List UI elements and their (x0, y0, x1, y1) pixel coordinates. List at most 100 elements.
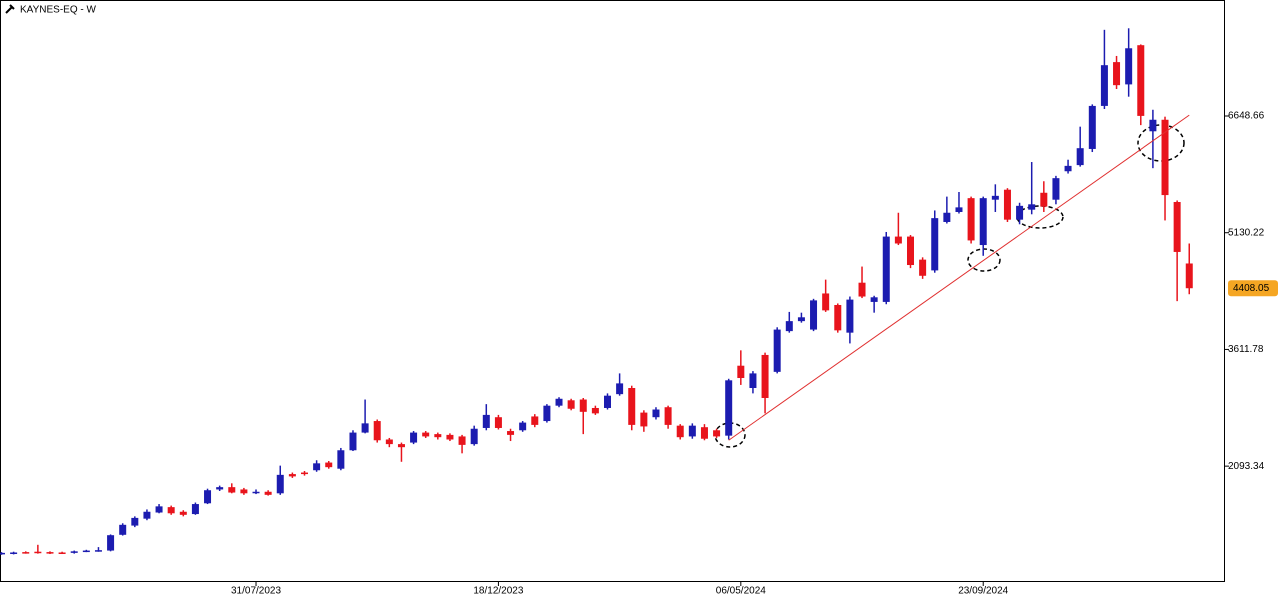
candle-body (894, 236, 902, 244)
candle-body (337, 450, 345, 469)
candle-body (301, 472, 308, 475)
candle-body (204, 490, 212, 504)
symbol-icon (5, 4, 15, 14)
candle-body (470, 428, 478, 445)
candle-body (1028, 204, 1036, 210)
candle-body (179, 511, 187, 515)
last-price-label: 4408.05 (1233, 283, 1270, 294)
candle-body (22, 552, 30, 554)
trendline (728, 114, 1190, 441)
plot-frame (0, 0, 1225, 582)
candle-body (616, 383, 624, 395)
chart-title: KAYNES-EQ - W (20, 5, 96, 16)
candle-body (907, 236, 914, 266)
candle-body (531, 416, 539, 425)
highlight-circle (967, 248, 1001, 272)
candle-body (264, 491, 272, 495)
candle-body (228, 487, 236, 493)
candle-body (313, 463, 321, 471)
candle-body (397, 444, 405, 448)
candle-body (1137, 45, 1145, 116)
candle-body (46, 552, 54, 554)
candle-body (1173, 201, 1181, 252)
candle-body (567, 400, 575, 409)
candle-body (446, 434, 454, 440)
candle-body (688, 425, 696, 437)
candle-body (0, 552, 5, 555)
candle-body (1125, 48, 1133, 85)
candle-body (543, 405, 551, 422)
candle-body (288, 474, 296, 477)
candle-body (931, 218, 939, 271)
candle-body (70, 551, 78, 553)
last-price-box (1228, 280, 1278, 297)
candle-body (422, 432, 430, 437)
y-tick-label: 5130.22 (1228, 227, 1265, 238)
x-tick-label: 06/05/2024 (716, 586, 766, 597)
candle-body (1185, 263, 1193, 289)
candle-body (640, 412, 648, 427)
candle-body (1161, 119, 1169, 196)
candle-body (834, 304, 842, 331)
candle-body (191, 504, 199, 515)
candle-body (676, 425, 684, 438)
candle-body (240, 489, 248, 494)
candle-body (749, 373, 757, 388)
candle-body (1003, 189, 1011, 220)
candle-body (870, 297, 878, 302)
x-tick-label: 18/12/2023 (473, 586, 523, 597)
candle-body (700, 427, 708, 439)
candle-body (579, 399, 587, 412)
candle-body (276, 474, 284, 494)
candle-body (143, 511, 151, 519)
candle-body (494, 417, 502, 428)
candle-body (797, 317, 805, 322)
candle-body (410, 432, 418, 443)
candle-body (1052, 178, 1060, 200)
candle-body (991, 195, 999, 200)
candle-body (555, 398, 563, 406)
candle-body (155, 506, 163, 513)
candle-body (119, 524, 127, 535)
candle-body (252, 491, 260, 494)
candle-body (652, 409, 660, 418)
candle-body (325, 462, 333, 468)
candle-body (773, 329, 781, 372)
candle-body (810, 300, 818, 330)
candle-body (482, 414, 490, 428)
candle-body (349, 432, 357, 451)
y-tick-label: 2093.34 (1228, 461, 1265, 472)
candle-body (1113, 62, 1121, 86)
candle-body (858, 282, 866, 297)
candle-body (385, 439, 393, 445)
candle-body (822, 293, 830, 311)
candle-body (943, 212, 951, 222)
highlight-circle (1016, 205, 1064, 229)
candle-body (10, 552, 18, 554)
candle-body (979, 198, 987, 246)
candle-body (507, 431, 515, 435)
candle-body (167, 507, 175, 514)
candle-body (1016, 205, 1024, 220)
candle-body (713, 430, 721, 437)
candle-body (82, 550, 90, 553)
candle-body (737, 365, 745, 379)
candle-body (761, 354, 769, 398)
candle-body (591, 407, 599, 414)
candle-body (1088, 105, 1096, 149)
candle-body (1076, 148, 1084, 166)
y-tick-label: 6648.66 (1228, 111, 1265, 122)
candle-body (131, 517, 139, 526)
candle-body (967, 198, 975, 241)
candle-body (519, 422, 527, 431)
candle-body (34, 551, 42, 554)
candle-body (919, 259, 927, 276)
candle-body (216, 487, 224, 490)
candle-body (94, 550, 102, 552)
y-tick-label: 3611.78 (1228, 344, 1264, 355)
candle-body (1064, 165, 1072, 172)
x-tick-label: 31/07/2023 (231, 586, 281, 597)
highlight-circle (1137, 124, 1185, 162)
